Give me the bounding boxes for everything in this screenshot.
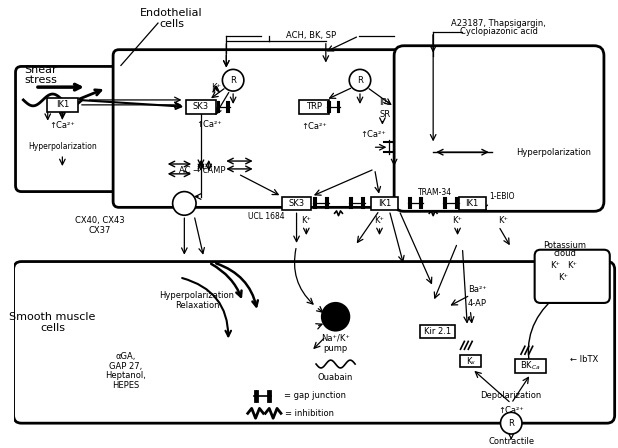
- Text: Hyperpolarization: Hyperpolarization: [159, 291, 234, 300]
- Text: R: R: [357, 76, 363, 85]
- Text: IP₃: IP₃: [379, 99, 391, 108]
- Bar: [515, 359, 546, 373]
- Text: cloud: cloud: [554, 249, 577, 258]
- Bar: [300, 100, 329, 114]
- Bar: [371, 197, 398, 210]
- Text: Ouabain: Ouabain: [318, 373, 353, 382]
- Bar: [460, 355, 481, 367]
- Text: Heptanol,: Heptanol,: [105, 371, 146, 380]
- Text: ↑Ca²⁺: ↑Ca²⁺: [196, 120, 222, 129]
- Text: SR: SR: [379, 110, 391, 119]
- Text: K⁺: K⁺: [567, 261, 577, 270]
- Text: HEPES: HEPES: [112, 381, 140, 390]
- FancyBboxPatch shape: [535, 250, 610, 303]
- Text: Depolarization: Depolarization: [481, 391, 542, 400]
- Text: αGA,: αGA,: [116, 352, 136, 361]
- Text: SK3: SK3: [193, 102, 209, 112]
- Text: pump: pump: [323, 344, 348, 353]
- Text: Potassium: Potassium: [543, 241, 586, 250]
- Text: TRP: TRP: [306, 102, 322, 112]
- Text: = inhibition: = inhibition: [285, 409, 334, 418]
- Text: Shear: Shear: [25, 65, 57, 75]
- Bar: [186, 100, 216, 114]
- Text: K⁺: K⁺: [550, 261, 560, 270]
- Text: Kᵥ: Kᵥ: [466, 357, 475, 366]
- Text: IK1: IK1: [465, 199, 479, 208]
- Text: Relaxation: Relaxation: [175, 302, 219, 310]
- Text: = gap junction: = gap junction: [284, 391, 346, 400]
- Circle shape: [349, 69, 371, 91]
- Text: Ba²⁺: Ba²⁺: [468, 284, 486, 293]
- Text: A23187, Thapsigargin,: A23187, Thapsigargin,: [451, 18, 546, 28]
- Text: Cyclopiazonic acid: Cyclopiazonic acid: [460, 27, 538, 36]
- Text: K⁺: K⁺: [499, 215, 509, 224]
- Bar: [47, 98, 78, 112]
- Bar: [459, 197, 486, 210]
- Text: Na⁺/K⁺: Na⁺/K⁺: [321, 334, 350, 343]
- Text: ↑Ca²⁺: ↑Ca²⁺: [49, 121, 75, 130]
- Circle shape: [222, 69, 244, 91]
- Text: TRAM-34: TRAM-34: [418, 188, 452, 197]
- Text: K⁺: K⁺: [558, 273, 568, 282]
- Text: ↑Ca²⁺: ↑Ca²⁺: [360, 130, 386, 139]
- Text: Hyperpolarization: Hyperpolarization: [516, 148, 591, 157]
- Bar: [282, 197, 311, 210]
- Text: 4-AP: 4-AP: [468, 299, 486, 308]
- Text: K⁺: K⁺: [302, 215, 311, 224]
- Circle shape: [172, 192, 196, 215]
- Circle shape: [501, 412, 522, 434]
- Text: cells: cells: [159, 19, 184, 29]
- Text: R: R: [230, 76, 236, 85]
- FancyBboxPatch shape: [15, 66, 133, 192]
- Text: 1-EBIO: 1-EBIO: [489, 192, 514, 201]
- Text: ↑Ca²⁺: ↑Ca²⁺: [498, 406, 524, 415]
- Text: ACH, BK, SP: ACH, BK, SP: [286, 31, 336, 40]
- Circle shape: [322, 303, 349, 331]
- Text: BK$_{Ca}$: BK$_{Ca}$: [520, 360, 541, 372]
- Text: Smooth muscle: Smooth muscle: [9, 312, 96, 322]
- Text: Hyperpolarization: Hyperpolarization: [28, 142, 97, 151]
- Text: K⁺: K⁺: [375, 215, 384, 224]
- Text: Endothelial: Endothelial: [140, 8, 203, 18]
- Text: CX40, CX43: CX40, CX43: [75, 215, 124, 224]
- Text: Kir 2.1: Kir 2.1: [423, 327, 451, 336]
- Bar: [420, 325, 455, 338]
- Text: R: R: [508, 419, 514, 428]
- Text: CX37: CX37: [88, 225, 111, 234]
- FancyBboxPatch shape: [14, 262, 615, 423]
- FancyBboxPatch shape: [394, 46, 604, 211]
- Text: Contractile: Contractile: [488, 437, 535, 446]
- Text: stress: stress: [25, 75, 57, 85]
- Text: SK3: SK3: [289, 199, 305, 208]
- Text: K⁺: K⁺: [452, 215, 462, 224]
- Text: GAP 27,: GAP 27,: [109, 362, 142, 370]
- Text: K⁺: K⁺: [211, 82, 221, 92]
- Text: ↑Ca²⁺: ↑Ca²⁺: [301, 122, 327, 131]
- Text: IK1: IK1: [378, 199, 391, 208]
- Text: UCL 1684: UCL 1684: [248, 212, 285, 221]
- FancyBboxPatch shape: [113, 50, 427, 207]
- Text: IK1: IK1: [56, 100, 69, 109]
- Text: ← IbTX: ← IbTX: [570, 355, 598, 364]
- Text: AC → cAMP: AC → cAMP: [179, 166, 225, 175]
- Text: cells: cells: [40, 323, 65, 332]
